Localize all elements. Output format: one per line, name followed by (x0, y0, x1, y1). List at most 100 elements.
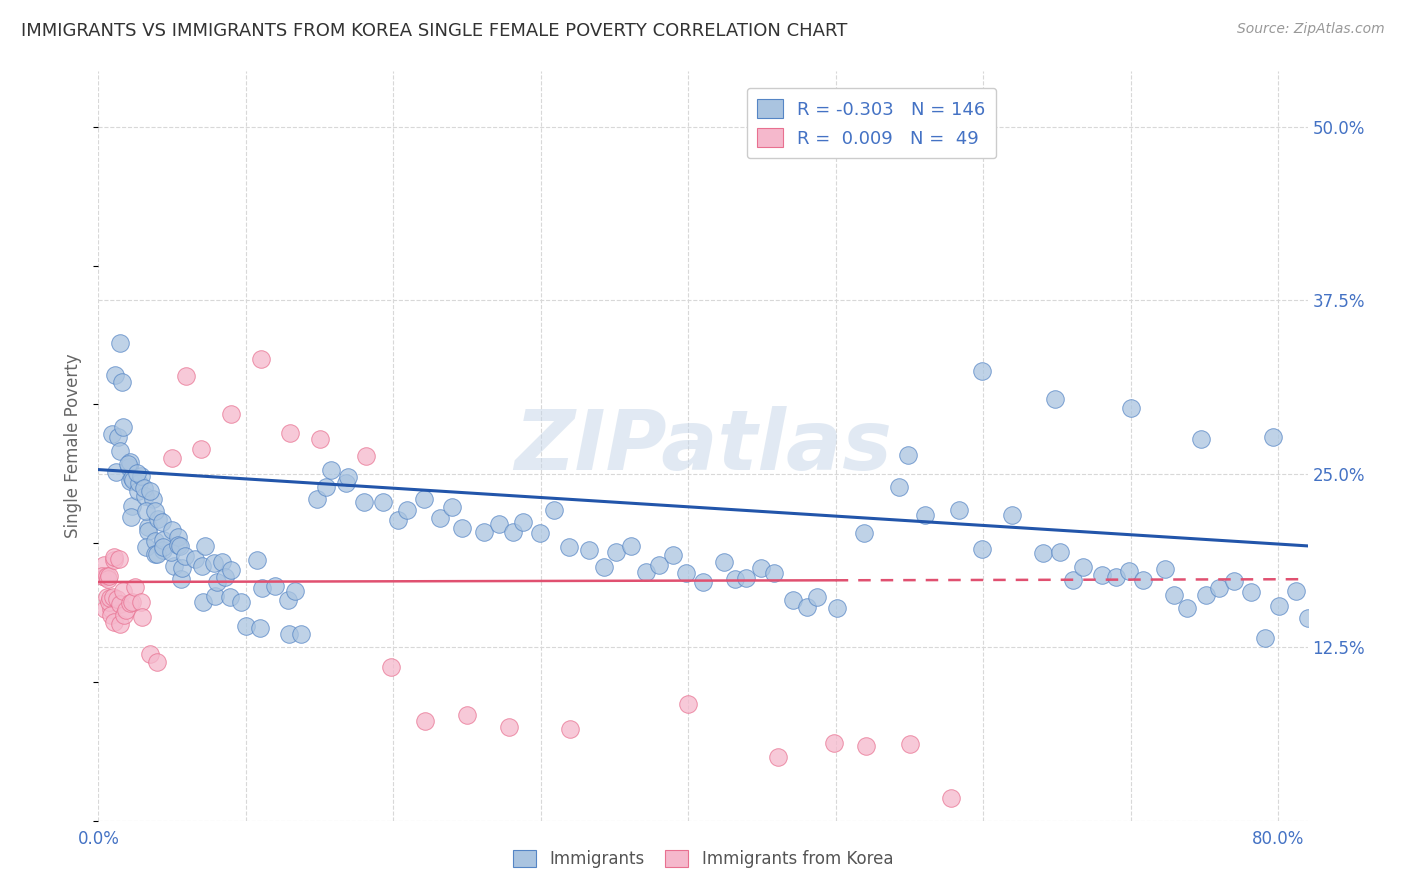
Point (558, 722, 581, 736)
Point (191, 559, 214, 574)
Point (634, 565, 657, 579)
Point (941, 791, 963, 805)
Point (145, 547, 167, 561)
Point (498, 721, 520, 735)
Point (145, 655, 167, 669)
Point (1032, 546, 1054, 560)
Point (107, 430, 129, 444)
Point (768, 750, 790, 764)
Point (112, 583, 135, 598)
Point (1091, 567, 1114, 582)
Point (174, 369, 197, 384)
Point (1154, 561, 1177, 575)
Point (578, 542, 600, 557)
Point (166, 538, 188, 552)
Point (1175, 601, 1198, 615)
Point (472, 525, 495, 540)
Point (221, 562, 243, 576)
Point (371, 494, 394, 508)
Point (290, 626, 312, 640)
Point (440, 500, 463, 515)
Point (1254, 631, 1277, 645)
Point (948, 503, 970, 517)
Point (219, 591, 242, 605)
Point (108, 552, 131, 566)
Point (134, 481, 156, 495)
Point (205, 575, 228, 590)
Point (94, 602, 117, 616)
Point (558, 540, 581, 554)
Point (1268, 599, 1291, 614)
Point (101, 426, 124, 441)
Legend: Immigrants, Immigrants from Korea: Immigrants, Immigrants from Korea (506, 843, 900, 875)
Point (1062, 574, 1084, 588)
Point (128, 475, 150, 490)
Point (163, 558, 186, 573)
Point (252, 581, 274, 595)
Point (117, 458, 139, 472)
Point (543, 503, 565, 517)
Point (1118, 564, 1140, 578)
Point (1001, 508, 1024, 522)
Point (852, 526, 875, 541)
Point (105, 465, 128, 479)
Point (108, 616, 131, 631)
Point (1189, 432, 1212, 446)
Point (139, 484, 162, 499)
Point (152, 541, 174, 555)
Point (529, 526, 551, 541)
Point (121, 500, 143, 514)
Point (112, 420, 135, 434)
Point (103, 553, 125, 567)
Point (166, 530, 188, 544)
Point (101, 591, 124, 605)
Point (115, 603, 138, 617)
Point (380, 660, 402, 674)
Point (1132, 573, 1154, 587)
Point (825, 600, 848, 615)
Point (204, 590, 226, 604)
Text: ZIPatlas: ZIPatlas (515, 406, 891, 486)
Point (724, 572, 747, 586)
Point (160, 523, 183, 537)
Point (1195, 588, 1218, 602)
Point (412, 491, 434, 506)
Point (135, 541, 157, 555)
Point (605, 545, 627, 559)
Point (1071, 559, 1094, 574)
Point (127, 483, 149, 498)
Point (105, 592, 128, 607)
Text: IMMIGRANTS VS IMMIGRANTS FROM KOREA SINGLE FEMALE POVERTY CORRELATION CHART: IMMIGRANTS VS IMMIGRANTS FROM KOREA SING… (21, 22, 848, 40)
Point (897, 448, 920, 462)
Point (335, 475, 357, 490)
Point (278, 426, 301, 441)
Point (319, 463, 342, 477)
Point (855, 739, 877, 753)
Y-axis label: Single Female Poverty: Single Female Poverty (65, 354, 83, 538)
Point (122, 474, 145, 488)
Point (112, 607, 135, 622)
Point (108, 598, 131, 612)
Point (970, 541, 993, 556)
Point (315, 480, 337, 494)
Point (782, 593, 804, 607)
Point (138, 524, 160, 538)
Point (277, 593, 299, 607)
Point (796, 600, 818, 615)
Point (150, 516, 173, 530)
Point (136, 520, 159, 534)
Point (103, 549, 125, 564)
Point (191, 595, 214, 609)
Point (194, 540, 217, 554)
Point (108, 443, 131, 458)
Point (121, 595, 143, 609)
Point (264, 579, 287, 593)
Point (111, 376, 134, 390)
Point (1222, 574, 1244, 588)
Point (110, 335, 132, 350)
Point (152, 533, 174, 547)
Point (120, 510, 142, 524)
Point (1049, 545, 1071, 559)
Point (90, 569, 112, 583)
Point (735, 571, 758, 585)
